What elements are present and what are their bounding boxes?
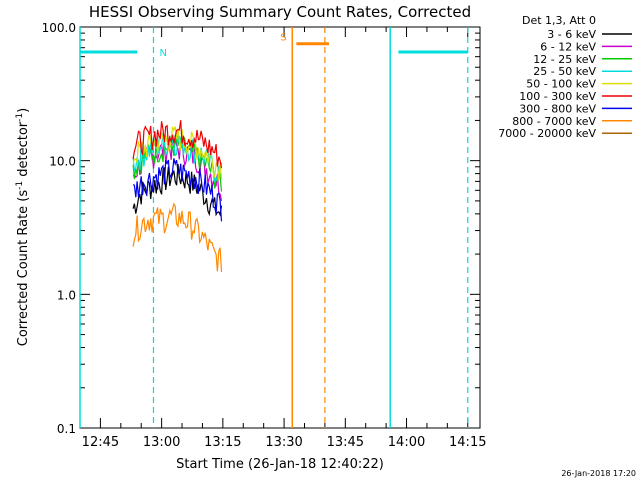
x-tick-label: 12:45 [82, 435, 119, 450]
legend-entry-label: 300 - 800 keV [519, 102, 596, 115]
y-axis-label: Corrected Count Rate (s-1 detector-1) [15, 108, 31, 346]
x-tick-label: 13:45 [327, 435, 364, 450]
night-label: N [159, 48, 166, 59]
plot-area: 0.1 1.0 10.0 100.0 12:45 13:00 13:15 13:30 13:45… [42, 21, 487, 450]
saa-label: S [280, 33, 286, 44]
x-tick-label: 14:00 [388, 435, 425, 450]
y-tick-label: 0.1 [57, 422, 76, 436]
legend-title: Det 1,3, Att 0 [522, 14, 596, 27]
series-800-7000-kev-line [132, 202, 223, 273]
x-tick-label: 14:15 [449, 435, 486, 450]
legend-entry-label: 6 - 12 keV [540, 40, 596, 53]
x-tick-label: 13:30 [265, 435, 302, 450]
x-axis-label: Start Time (26-Jan-18 12:40:22) [176, 457, 384, 472]
legend-entry-label: 12 - 25 keV [533, 53, 596, 66]
legend-entry-label: 25 - 50 keV [533, 65, 596, 78]
legend-entry-label: 100 - 300 keV [519, 90, 596, 103]
series-100-300-kev-line [132, 120, 223, 169]
series-50-100-kev-line [132, 126, 223, 181]
x-tick-label: 13:15 [204, 435, 241, 450]
legend-entry-label: 7000 - 20000 keV [498, 127, 596, 140]
legend-entry-label: 50 - 100 keV [526, 78, 596, 91]
footer-timestamp: 26-Jan-2018 17:20 [561, 469, 636, 478]
x-tick-label: 13:00 [143, 435, 180, 450]
legend-entry-label: 3 - 6 keV [547, 28, 596, 41]
y-tick-label: 1.0 [57, 288, 76, 302]
y-tick-label: 10.0 [49, 155, 76, 169]
legend-entry-label: 800 - 7000 keV [512, 115, 596, 128]
series-300-800-kev-line [132, 158, 223, 222]
chart-title: HESSI Observing Summary Count Rates, Cor… [89, 3, 471, 21]
y-tick-label: 100.0 [42, 21, 76, 35]
